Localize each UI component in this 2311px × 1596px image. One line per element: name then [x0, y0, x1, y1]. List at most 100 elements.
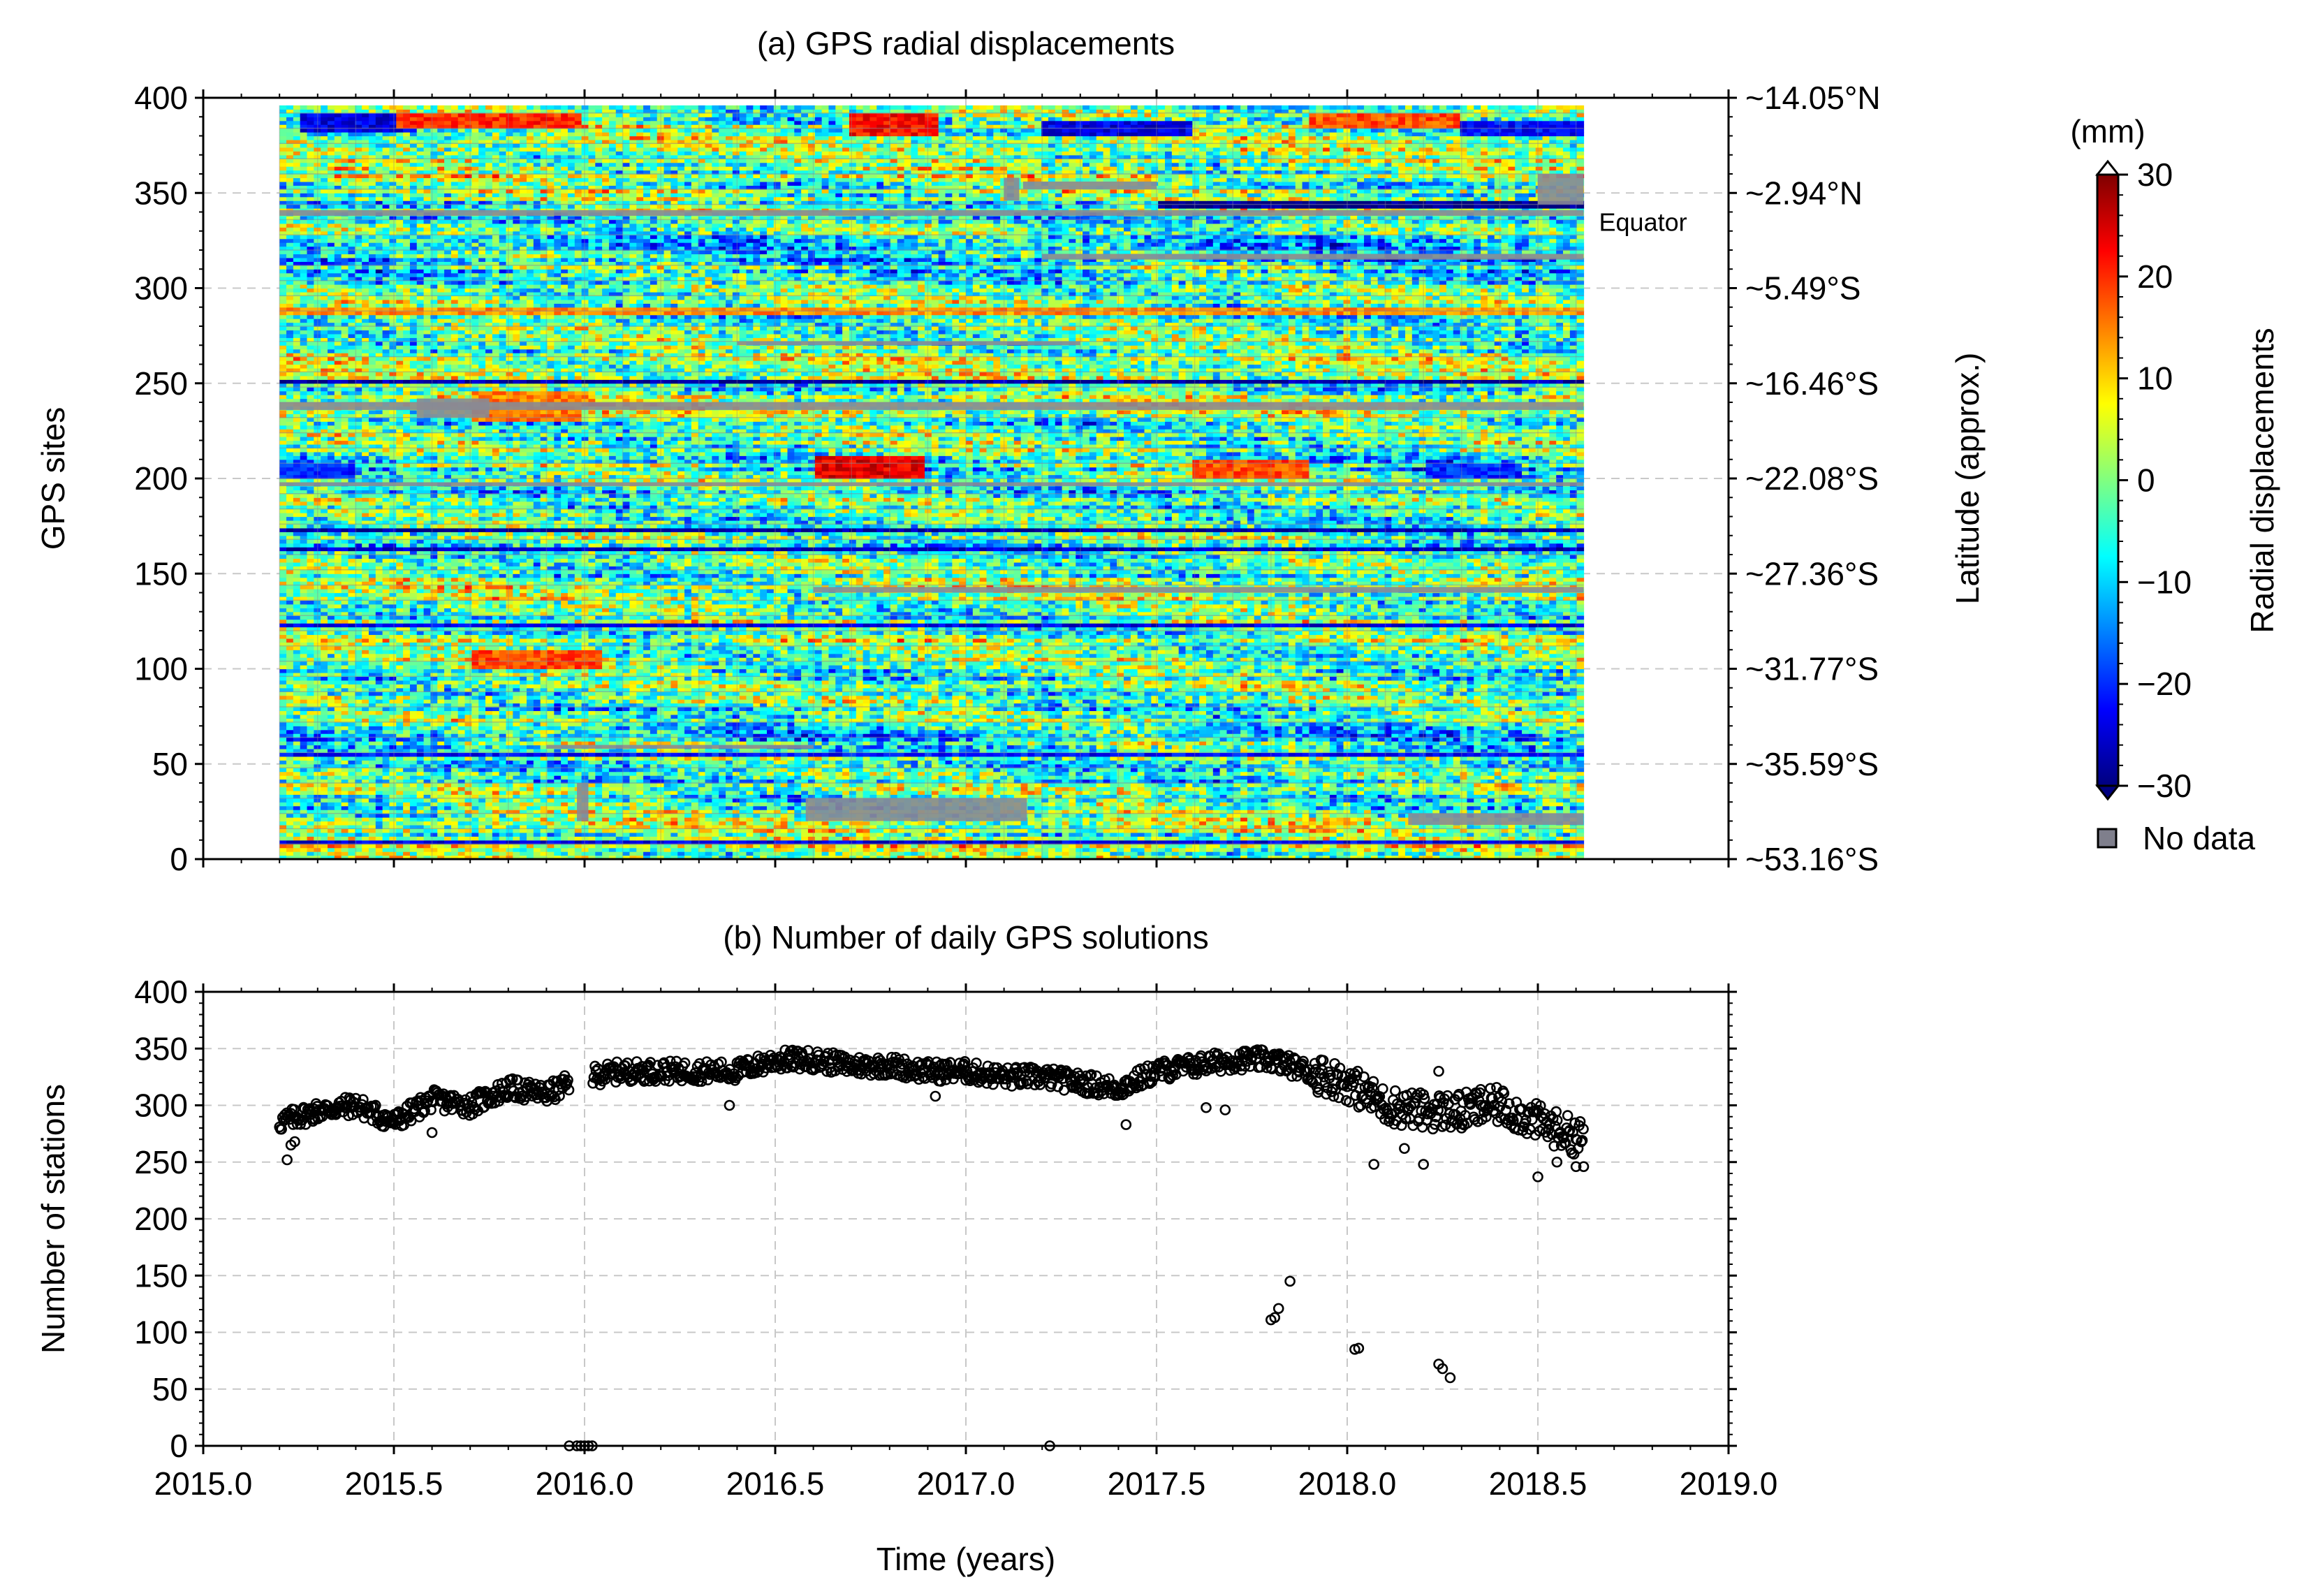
heatmap-cell — [705, 828, 712, 833]
heatmap-cell — [1446, 810, 1454, 814]
heatmap-cell — [1316, 775, 1323, 780]
heatmap-cell — [513, 802, 520, 807]
heatmap-cell — [1411, 832, 1420, 837]
heatmap-cell — [821, 763, 830, 768]
heatmap-cell — [945, 794, 953, 799]
heatmap-cell — [1404, 840, 1413, 844]
heatmap-cell — [567, 790, 575, 795]
heatmap-cell — [403, 802, 411, 807]
heatmap-cell — [705, 779, 712, 784]
heatmap-cell — [1041, 771, 1049, 776]
heatmap-cell — [1178, 817, 1187, 822]
heatmap-cell — [1130, 798, 1138, 803]
heatmap-cell — [1549, 779, 1557, 784]
heatmap-cell — [1576, 771, 1585, 776]
heatmap-cell — [966, 847, 974, 852]
heatmap-cell — [1103, 802, 1110, 807]
heatmap-cell — [478, 840, 486, 844]
heatmap-cell — [972, 775, 981, 780]
heatmap-cell — [1364, 821, 1372, 826]
heatmap-cell — [1233, 810, 1241, 814]
heatmap-cell — [1542, 824, 1550, 829]
heatmap-cell — [1425, 824, 1433, 829]
heatmap-cell — [1083, 768, 1090, 773]
heatmap-cell — [1295, 790, 1303, 795]
heatmap-cell — [1020, 840, 1029, 844]
heatmap-cell — [1137, 771, 1145, 776]
heatmap-cell — [876, 847, 884, 852]
heatmap-cell — [1151, 828, 1159, 833]
heatmap-cell — [656, 840, 665, 844]
heatmap-cell — [567, 847, 575, 852]
heatmap-cell — [1027, 828, 1035, 833]
heatmap-cell — [409, 847, 418, 852]
heatmap-cell — [753, 763, 761, 768]
heatmap-cell — [1233, 813, 1241, 818]
heatmap-cell — [807, 763, 816, 768]
heatmap-cell — [1158, 824, 1166, 829]
heatmap-cell — [1130, 840, 1138, 844]
heatmap-cell — [1467, 786, 1474, 791]
heatmap-cell — [1288, 794, 1296, 799]
heatmap-cell — [712, 817, 719, 822]
heatmap-cell — [1467, 840, 1474, 844]
heatmap-cell — [492, 855, 500, 859]
heatmap-cell — [986, 775, 994, 780]
heatmap-cell — [1515, 810, 1523, 814]
heatmap-cell — [1364, 783, 1372, 788]
heatmap-cell — [409, 844, 418, 849]
heatmap-cell — [1185, 783, 1193, 788]
heatmap-cell — [1370, 847, 1379, 852]
heatmap-cell — [842, 844, 850, 849]
heatmap-cell — [1083, 786, 1090, 791]
heatmap-cell — [382, 840, 390, 844]
heatmap-cell — [492, 813, 500, 818]
heatmap-cell — [471, 760, 479, 765]
heatmap-cell — [561, 779, 568, 784]
heatmap-cell — [821, 783, 830, 788]
heatmap-cell — [520, 768, 527, 773]
heatmap-cell — [1006, 836, 1015, 841]
heatmap-cell — [972, 760, 981, 765]
heatmap-cell — [890, 763, 898, 768]
heatmap-cell — [677, 836, 685, 841]
heatmap-cell — [801, 794, 809, 799]
heatmap-cell — [1219, 824, 1228, 829]
heatmap-cell — [766, 813, 775, 818]
heatmap-cell — [416, 844, 425, 849]
heatmap-cell — [636, 810, 644, 814]
heatmap-cell — [1055, 840, 1063, 844]
heatmap-cell — [1446, 763, 1454, 768]
heatmap-cell — [1137, 798, 1145, 803]
heatmap-cell — [1130, 851, 1138, 856]
heatmap-cell — [1268, 790, 1275, 795]
heatmap-cell — [321, 763, 328, 768]
heatmap-cell — [684, 855, 692, 859]
heatmap-cell — [416, 817, 425, 822]
heatmap-cell — [581, 851, 589, 856]
heatmap-cell — [368, 824, 376, 829]
heatmap-cell — [1240, 771, 1248, 776]
heatmap-cell — [450, 810, 459, 814]
heatmap-cell — [437, 828, 445, 833]
heatmap-cell — [780, 775, 788, 780]
heatmap-cell — [835, 771, 843, 776]
heatmap-cell — [540, 840, 548, 844]
heatmap-cell — [595, 786, 603, 791]
heatmap-cell — [1117, 783, 1124, 788]
heatmap-cell — [561, 810, 568, 814]
heatmap-cell — [1425, 794, 1433, 799]
heatmap-cell — [1048, 790, 1056, 795]
heatmap-cell — [396, 810, 404, 814]
heatmap-cell — [766, 763, 775, 768]
heatmap-cell — [409, 810, 418, 814]
heatmap-cell — [1535, 824, 1543, 829]
heatmap-cell — [636, 775, 644, 780]
heatmap-cell — [856, 832, 864, 837]
heatmap-cell — [890, 760, 898, 765]
heatmap-cell — [567, 813, 575, 818]
heatmap-cell — [355, 805, 362, 810]
heatmap-cell — [1411, 794, 1420, 799]
heatmap-cell — [1329, 817, 1337, 822]
heatmap-cell — [972, 779, 981, 784]
